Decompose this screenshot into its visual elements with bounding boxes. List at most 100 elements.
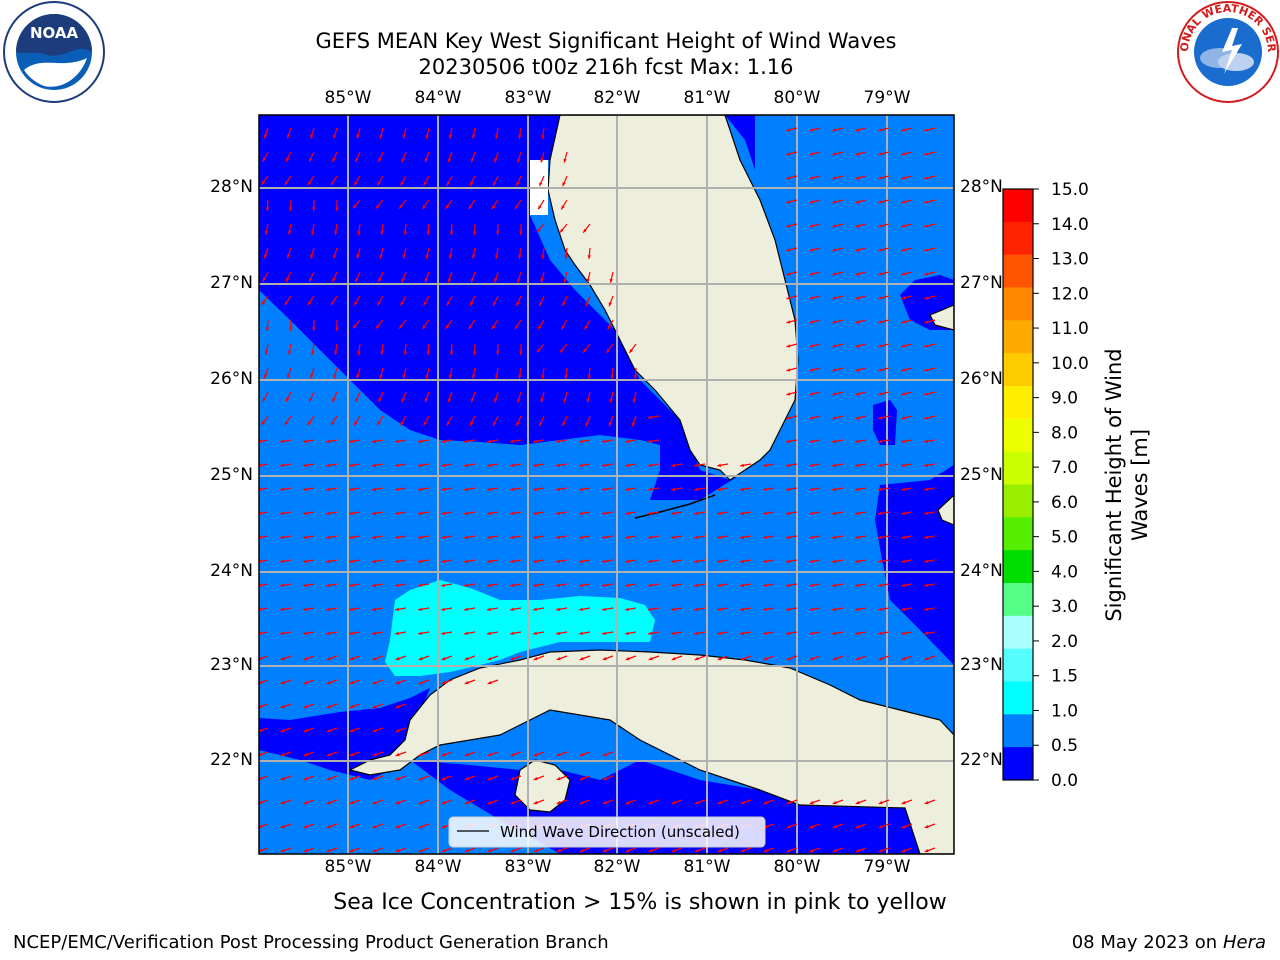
nws-logo: NATIONAL WEATHER SERVICE bbox=[1176, 0, 1279, 103]
land-florida bbox=[547, 115, 799, 481]
direction-arrow-head bbox=[602, 776, 607, 781]
direction-arrow-head bbox=[449, 231, 454, 235]
direction-arrow-head bbox=[355, 278, 359, 282]
direction-arrow-head bbox=[901, 416, 906, 420]
direction-arrow-head bbox=[471, 254, 476, 259]
direction-arrow-head bbox=[855, 656, 860, 661]
direction-arrow-head bbox=[470, 181, 474, 186]
direction-arrow-head bbox=[399, 324, 403, 329]
colorbar-segment bbox=[1003, 189, 1033, 223]
direction-arrow-head bbox=[556, 463, 560, 467]
direction-arrow-head bbox=[510, 800, 515, 805]
direction-arrow-head bbox=[901, 368, 906, 372]
colorbar-tick-label: 0.0 bbox=[1051, 771, 1078, 791]
direction-arrow-head bbox=[518, 255, 522, 259]
direction-arrow-head bbox=[786, 439, 790, 443]
direction-arrow-head bbox=[763, 487, 767, 491]
direction-arrow-head bbox=[519, 231, 523, 235]
direction-arrow-head bbox=[284, 301, 289, 305]
direction-arrow-head bbox=[280, 583, 284, 587]
lon-label-bottom: 85°W bbox=[324, 857, 372, 877]
direction-arrow-head bbox=[648, 583, 652, 587]
direction-arrow-head bbox=[671, 848, 676, 853]
direction-arrow-head bbox=[326, 583, 330, 587]
direction-arrow-head bbox=[602, 583, 606, 587]
direction-arrow-head bbox=[901, 200, 906, 204]
direction-arrow-head bbox=[538, 325, 542, 330]
colorbar-tick-label: 12.0 bbox=[1051, 284, 1089, 304]
colorbar-tick-label: 3.0 bbox=[1051, 597, 1078, 617]
direction-arrow-head bbox=[303, 848, 308, 853]
direction-arrow-head bbox=[587, 375, 591, 379]
direction-arrow-head bbox=[326, 728, 331, 733]
direction-arrow-head bbox=[901, 511, 905, 515]
direction-arrow-head bbox=[924, 607, 928, 611]
direction-arrow-head bbox=[832, 631, 836, 635]
direction-arrow-head bbox=[556, 776, 561, 781]
direction-arrow-head bbox=[625, 583, 629, 587]
direction-arrow-head bbox=[541, 255, 545, 259]
direction-arrow-head bbox=[424, 278, 428, 283]
direction-arrow-head bbox=[556, 800, 561, 805]
direction-arrow-head bbox=[740, 656, 745, 661]
lon-label-top: 82°W bbox=[593, 88, 641, 108]
direction-arrow-head bbox=[809, 152, 814, 156]
direction-arrow-head bbox=[786, 607, 790, 611]
direction-arrow-head bbox=[496, 231, 500, 235]
direction-arrow-head bbox=[671, 559, 675, 563]
direction-arrow-head bbox=[855, 272, 860, 276]
direction-arrow-head bbox=[625, 535, 629, 539]
lon-label-top: 80°W bbox=[773, 88, 821, 108]
direction-arrow-head bbox=[280, 656, 285, 661]
direction-arrow-head bbox=[901, 583, 905, 587]
direction-arrow-head bbox=[349, 656, 354, 661]
direction-arrow-head bbox=[395, 680, 400, 685]
lat-label-right: 22°N bbox=[960, 750, 1003, 770]
lat-label-left: 27°N bbox=[210, 273, 253, 293]
direction-arrow-head bbox=[487, 776, 492, 781]
direction-arrow-head bbox=[832, 320, 837, 324]
direction-arrow-head bbox=[349, 680, 354, 685]
direction-arrow-head bbox=[786, 152, 791, 156]
direction-arrow-head bbox=[372, 583, 376, 587]
lon-label-bottom: 79°W bbox=[863, 857, 911, 877]
direction-arrow-head bbox=[901, 607, 905, 611]
direction-arrow-head bbox=[262, 277, 267, 282]
direction-arrow-head bbox=[740, 535, 744, 539]
direction-arrow-head bbox=[809, 224, 814, 228]
direction-arrow-head bbox=[470, 158, 475, 163]
direction-arrow-head bbox=[263, 134, 268, 139]
direction-arrow-head bbox=[878, 296, 883, 300]
direction-arrow-head bbox=[763, 848, 768, 853]
direction-arrow-head bbox=[326, 776, 331, 781]
direction-arrow-head bbox=[395, 559, 399, 563]
direction-arrow-head bbox=[349, 752, 354, 757]
direction-arrow-head bbox=[326, 487, 330, 491]
direction-arrow-head bbox=[648, 607, 652, 611]
direction-arrow-head bbox=[855, 559, 859, 563]
direction-arrow-head bbox=[602, 848, 607, 853]
direction-arrow-head bbox=[809, 487, 813, 491]
direction-arrow-head bbox=[418, 439, 422, 443]
noaa-logo: NOAA bbox=[3, 1, 105, 103]
direction-arrow-head bbox=[832, 392, 837, 396]
direction-arrow-head bbox=[556, 848, 561, 853]
direction-arrow-head bbox=[286, 157, 290, 162]
direction-arrow-head bbox=[694, 559, 698, 563]
credit-text: NCEP/EMC/Verification Post Processing Pr… bbox=[13, 932, 609, 953]
direction-arrow-head bbox=[403, 351, 407, 355]
direction-arrow-head bbox=[786, 463, 790, 467]
direction-arrow-head bbox=[602, 487, 606, 491]
direction-arrow-head bbox=[425, 134, 429, 139]
direction-arrow-head bbox=[717, 631, 721, 635]
direction-arrow-head bbox=[786, 248, 791, 252]
direction-arrow-head bbox=[418, 607, 422, 611]
direction-arrow-head bbox=[519, 351, 523, 355]
direction-arrow-head bbox=[447, 278, 452, 283]
direction-arrow-head bbox=[349, 800, 354, 805]
direction-arrow-head bbox=[263, 254, 268, 259]
direction-arrow-head bbox=[924, 583, 928, 587]
direction-arrow-head bbox=[280, 559, 284, 563]
direction-arrow-head bbox=[631, 422, 636, 427]
direction-arrow-head bbox=[395, 535, 399, 539]
